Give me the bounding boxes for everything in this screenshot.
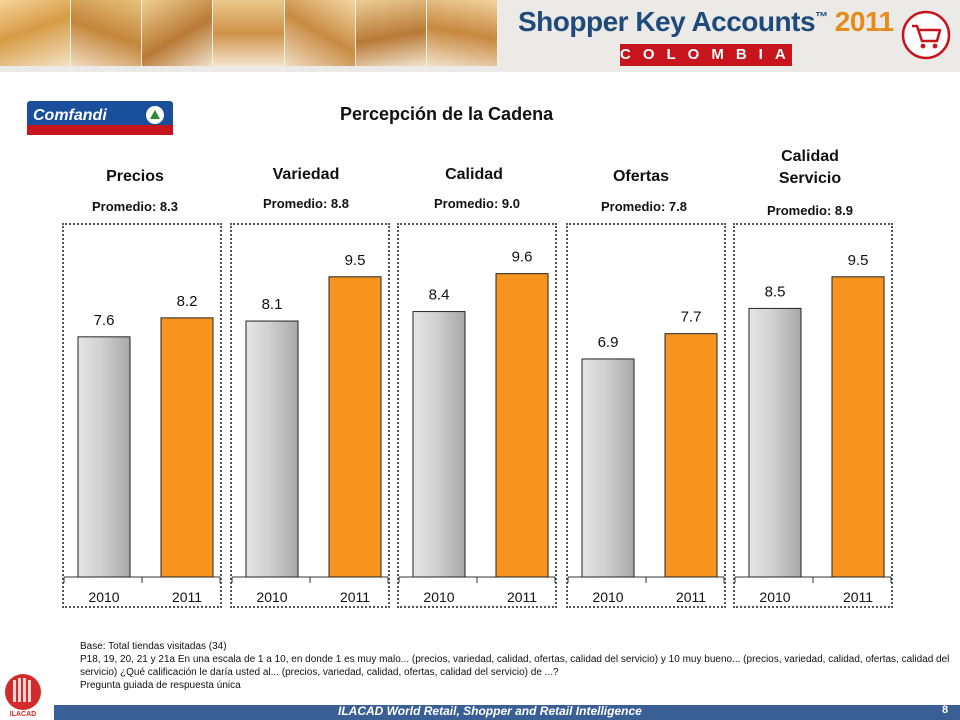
comfandi-logo: Comfandi bbox=[27, 101, 173, 135]
header-photo bbox=[0, 0, 72, 66]
page-number: 8 bbox=[942, 704, 949, 716]
footnotes: Base: Total tiendas visitadas (34) P18, … bbox=[80, 640, 950, 692]
brand-title: Shopper Key Accounts™ 2011 bbox=[518, 6, 894, 38]
brand-year: 2011 bbox=[834, 6, 894, 37]
footnote-guide: Pregunta guiada de respuesta única bbox=[80, 680, 241, 691]
header-photo-strip bbox=[0, 0, 498, 66]
comfandi-logo-text: Comfandi bbox=[33, 107, 107, 124]
cart-icon bbox=[901, 10, 951, 60]
chart-frame bbox=[566, 223, 726, 608]
panel-title-ofertas: Ofertas bbox=[612, 168, 670, 185]
chart-frame bbox=[62, 223, 222, 608]
country-badge: COLOMBIA bbox=[620, 44, 792, 66]
footer-bar bbox=[54, 705, 960, 720]
panel-title-line: Calidad bbox=[781, 148, 839, 165]
panel-average-precios: Promedio: 8.3 bbox=[92, 199, 178, 214]
header-photo bbox=[284, 0, 356, 66]
chart-frame bbox=[230, 223, 390, 608]
panel-average-variedad: Promedio: 8.8 bbox=[263, 196, 349, 211]
panel-title-variedad: Variedad bbox=[272, 166, 340, 183]
panel-title-calidad-servicio: Calidad Servicio bbox=[737, 146, 883, 190]
panel-average-calidad-servicio: Promedio: 8.9 bbox=[767, 203, 853, 218]
chart-frame bbox=[733, 223, 893, 608]
header-photo bbox=[426, 0, 498, 66]
brand-trademark: ™ bbox=[815, 9, 828, 24]
footer-text: ILACAD World Retail, Shopper and Retail … bbox=[338, 704, 642, 718]
header-photo bbox=[213, 0, 285, 66]
brand-title-text: Shopper Key Accounts bbox=[518, 6, 816, 37]
panel-average-calidad: Promedio: 9.0 bbox=[434, 196, 520, 211]
panel-title-calidad: Calidad bbox=[445, 166, 503, 183]
header-photo bbox=[355, 0, 427, 66]
header-photo bbox=[71, 0, 143, 66]
footnote-base: Base: Total tiendas visitadas (34) bbox=[80, 641, 227, 652]
footnote-question: P18, 19, 20, 21 y 21a En una escala de 1… bbox=[80, 654, 950, 678]
header-photo bbox=[142, 0, 214, 66]
ilacad-logo-text: ILACAD bbox=[10, 711, 36, 718]
page-title: Percepción de la Cadena bbox=[340, 104, 554, 124]
chart-frame bbox=[397, 223, 557, 608]
header-banner: Shopper Key Accounts™ 2011 COLOMBIA bbox=[0, 0, 960, 72]
ilacad-logo: ILACAD bbox=[5, 674, 41, 718]
panel-title-precios: Precios bbox=[106, 168, 164, 185]
panel-title-line: Servicio bbox=[778, 170, 842, 187]
panel-average-ofertas: Promedio: 7.8 bbox=[601, 199, 687, 214]
